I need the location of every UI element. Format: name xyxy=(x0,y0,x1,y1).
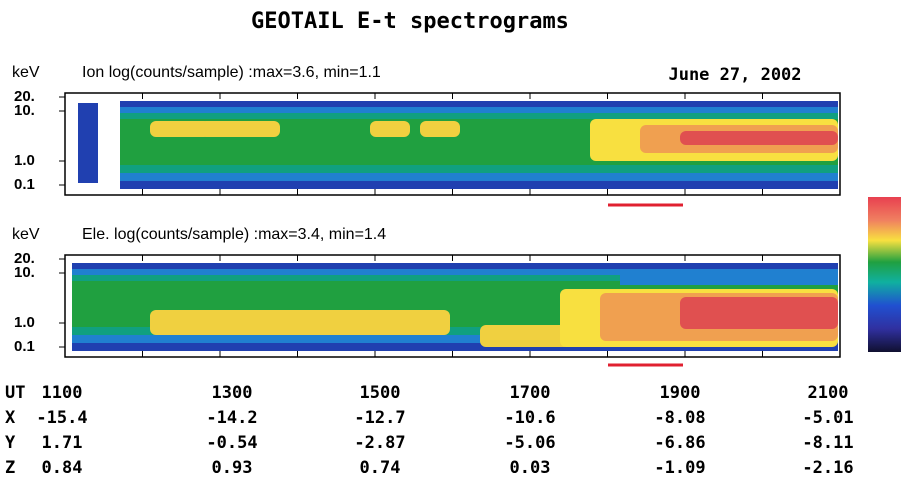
table-cell: -2.16 xyxy=(802,458,853,478)
spectrogram-band xyxy=(680,297,838,329)
row-label: Z xyxy=(5,458,15,478)
table-cell: -5.01 xyxy=(802,408,853,428)
y-tick-label: 10. xyxy=(14,102,35,119)
table-cell: 1300 xyxy=(212,383,253,403)
table-cell: -14.2 xyxy=(206,408,257,428)
y-tick-label: 10. xyxy=(14,264,35,281)
table-cell: 2100 xyxy=(808,383,849,403)
unit-label: keV xyxy=(12,64,40,81)
table-cell: -15.4 xyxy=(36,408,87,428)
table-cell: -6.86 xyxy=(654,433,705,453)
figure: GEOTAIL E-t spectrograms June 27, 2002 k… xyxy=(0,0,901,491)
title: GEOTAIL E-t spectrograms xyxy=(251,9,569,34)
table-cell: -8.08 xyxy=(654,408,705,428)
panel-label: Ion log(counts/sample) :max=3.6, min=1.1 xyxy=(82,64,381,81)
panel-label: Ele. log(counts/sample) :max=3.4, min=1.… xyxy=(82,226,386,243)
table-cell: 0.93 xyxy=(212,458,253,478)
table-cell: 0.84 xyxy=(42,458,83,478)
table-cell: -0.54 xyxy=(206,433,257,453)
spectrogram-band xyxy=(78,103,98,183)
spectrogram-band xyxy=(620,275,838,285)
y-tick-label: 0.1 xyxy=(14,338,35,355)
table-cell: 1500 xyxy=(360,383,401,403)
row-label: X xyxy=(5,408,16,428)
spectrogram-band xyxy=(480,325,570,347)
row-label: UT xyxy=(5,383,25,403)
date: June 27, 2002 xyxy=(668,65,801,85)
table-cell: -12.7 xyxy=(354,408,405,428)
spectrogram-band xyxy=(370,121,410,137)
table-cell: -1.09 xyxy=(654,458,705,478)
table-cell: 1.71 xyxy=(42,433,83,453)
row-label: Y xyxy=(5,433,16,453)
table-cell: 0.03 xyxy=(510,458,551,478)
table-cell: 1100 xyxy=(42,383,83,403)
spectrogram-band xyxy=(680,131,838,145)
spectrogram-band xyxy=(200,121,280,137)
table-cell: -8.11 xyxy=(802,433,853,453)
table-cell: -5.06 xyxy=(504,433,555,453)
spectrogram-band xyxy=(420,121,460,137)
table-cell: 1900 xyxy=(660,383,701,403)
y-tick-label: 1.0 xyxy=(14,152,35,169)
panels: keV Ion log(counts/sample) :max=3.6, min=… xyxy=(12,64,840,357)
orbit-table: UT 1100 1300 1500 1700 1900 2100 X -15.4 -14.2 -12… xyxy=(5,383,854,478)
spectrogram-band xyxy=(150,310,450,335)
table-cell: -10.6 xyxy=(504,408,555,428)
unit-label: keV xyxy=(12,226,40,243)
table-cell: -2.87 xyxy=(354,433,405,453)
table-cell: 1700 xyxy=(510,383,551,403)
y-tick-label: 1.0 xyxy=(14,314,35,331)
y-tick-label: 0.1 xyxy=(14,176,35,193)
table-cell: 0.74 xyxy=(360,458,401,478)
color-bar xyxy=(868,197,901,352)
